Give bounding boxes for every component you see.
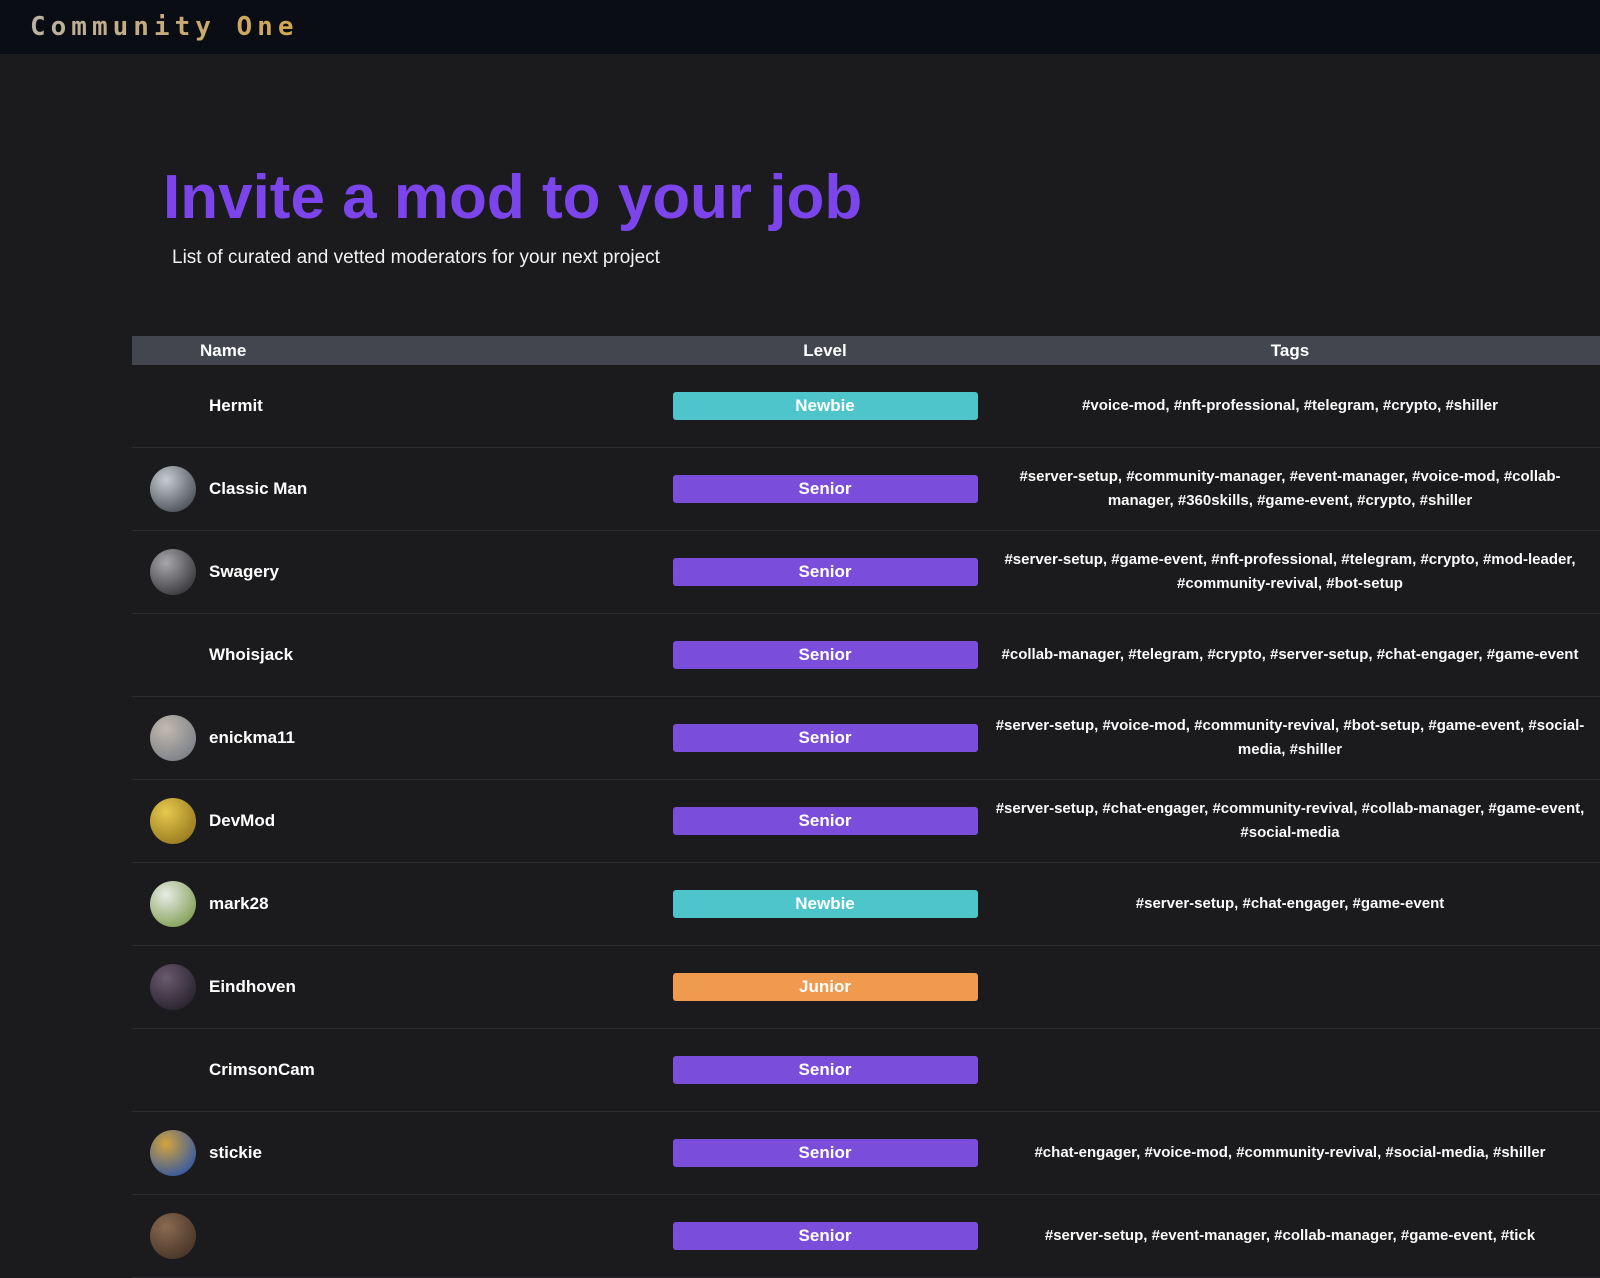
tags-cell: #server-setup, #event-manager, #collab-m… bbox=[1044, 1227, 1536, 1244]
table-row[interactable]: stickie Senior #chat-engager, #voice-mod… bbox=[132, 1112, 1600, 1195]
level-badge: Senior bbox=[672, 641, 978, 669]
level-badge: Senior bbox=[672, 558, 978, 586]
name-cell: CrimsonCam bbox=[132, 1047, 660, 1093]
name-cell: enickma11 bbox=[132, 715, 660, 761]
level-cell: Senior bbox=[660, 1139, 990, 1167]
mod-name: DevMod bbox=[209, 811, 276, 830]
brand-logo[interactable]: Community One bbox=[30, 12, 299, 42]
mod-name: Swagery bbox=[209, 562, 279, 581]
table-header-row: Name Level Tags bbox=[132, 336, 1600, 365]
level-badge: Senior bbox=[672, 475, 978, 503]
avatar bbox=[150, 715, 196, 761]
avatar bbox=[150, 1130, 196, 1176]
table-row[interactable]: Senior #server-setup, #event-manager, #c… bbox=[132, 1195, 1600, 1278]
table-row[interactable]: CrimsonCam Senior bbox=[132, 1029, 1600, 1112]
level-cell: Senior bbox=[660, 641, 990, 669]
level-badge: Newbie bbox=[672, 890, 978, 918]
name-cell: stickie bbox=[132, 1130, 660, 1176]
mod-name: enickma11 bbox=[209, 728, 296, 747]
level-cell: Senior bbox=[660, 475, 990, 503]
table-row[interactable]: Whoisjack Senior #collab-manager, #teleg… bbox=[132, 614, 1600, 697]
level-cell: Newbie bbox=[660, 890, 990, 918]
main-content: Invite a mod to your job List of curated… bbox=[0, 163, 1600, 1278]
level-badge: Senior bbox=[672, 1222, 978, 1250]
tags-cell: #server-setup, #voice-mod, #community-re… bbox=[995, 717, 1585, 758]
top-nav: Community One bbox=[0, 0, 1600, 54]
mod-table: Name Level Tags Hermit Newbie #voice-mod… bbox=[132, 336, 1600, 1278]
tags-cell: #server-setup, #community-manager, #even… bbox=[1019, 468, 1561, 509]
column-header-level: Level bbox=[803, 340, 847, 360]
tags-cell: #voice-mod, #nft-professional, #telegram… bbox=[1082, 397, 1498, 414]
avatar bbox=[150, 881, 196, 927]
level-cell: Senior bbox=[660, 1222, 990, 1250]
name-cell: Swagery bbox=[132, 549, 660, 595]
tags-cell: #chat-engager, #voice-mod, #community-re… bbox=[1034, 1144, 1546, 1161]
tags-cell: #collab-manager, #telegram, #crypto, #se… bbox=[1001, 646, 1579, 663]
level-cell: Senior bbox=[660, 724, 990, 752]
avatar bbox=[150, 466, 196, 512]
mod-name: stickie bbox=[209, 1143, 262, 1162]
level-badge: Senior bbox=[672, 1139, 978, 1167]
level-cell: Senior bbox=[660, 1056, 990, 1084]
name-cell: Eindhoven bbox=[132, 964, 660, 1010]
level-cell: Newbie bbox=[660, 392, 990, 420]
name-cell: DevMod bbox=[132, 798, 660, 844]
tags-cell: #server-setup, #chat-engager, #game-even… bbox=[1135, 895, 1445, 912]
mod-name: CrimsonCam bbox=[209, 1060, 315, 1079]
page-title: Invite a mod to your job bbox=[163, 163, 863, 232]
table-row[interactable]: Classic Man Senior #server-setup, #commu… bbox=[132, 448, 1600, 531]
table-row[interactable]: DevMod Senior #server-setup, #chat-engag… bbox=[132, 780, 1600, 863]
table-row[interactable]: Eindhoven Junior bbox=[132, 946, 1600, 1029]
mod-name: Eindhoven bbox=[209, 977, 296, 996]
name-cell: Whoisjack bbox=[132, 632, 660, 678]
tags-cell: #server-setup, #game-event, #nft-profess… bbox=[1004, 551, 1576, 592]
level-badge: Newbie bbox=[672, 392, 978, 420]
table-row[interactable]: enickma11 Senior #server-setup, #voice-m… bbox=[132, 697, 1600, 780]
table-row[interactable]: Hermit Newbie #voice-mod, #nft-professio… bbox=[132, 365, 1600, 448]
level-badge: Junior bbox=[672, 973, 978, 1001]
level-badge: Senior bbox=[672, 724, 978, 752]
column-header-tags: Tags bbox=[1270, 340, 1310, 360]
tags-cell: #server-setup, #chat-engager, #community… bbox=[995, 800, 1585, 841]
table-row[interactable]: mark28 Newbie #server-setup, #chat-engag… bbox=[132, 863, 1600, 946]
name-cell bbox=[132, 1213, 660, 1259]
avatar bbox=[150, 964, 196, 1010]
level-cell: Senior bbox=[660, 558, 990, 586]
name-cell: mark28 bbox=[132, 881, 660, 927]
page-subtitle: List of curated and vetted moderators fo… bbox=[172, 247, 660, 268]
column-header-name: Name bbox=[200, 340, 247, 360]
level-cell: Senior bbox=[660, 807, 990, 835]
name-cell: Hermit bbox=[132, 383, 660, 429]
mod-name: Classic Man bbox=[209, 479, 308, 498]
table-row[interactable]: Swagery Senior #server-setup, #game-even… bbox=[132, 531, 1600, 614]
mod-name: Whoisjack bbox=[209, 645, 294, 664]
avatar bbox=[150, 798, 196, 844]
mod-table-body: Hermit Newbie #voice-mod, #nft-professio… bbox=[132, 365, 1600, 1278]
level-badge: Senior bbox=[672, 1056, 978, 1084]
avatar bbox=[150, 1213, 196, 1259]
mod-name: Hermit bbox=[209, 396, 263, 415]
level-cell: Junior bbox=[660, 973, 990, 1001]
level-badge: Senior bbox=[672, 807, 978, 835]
avatar bbox=[150, 549, 196, 595]
mod-name: mark28 bbox=[209, 894, 269, 913]
name-cell: Classic Man bbox=[132, 466, 660, 512]
